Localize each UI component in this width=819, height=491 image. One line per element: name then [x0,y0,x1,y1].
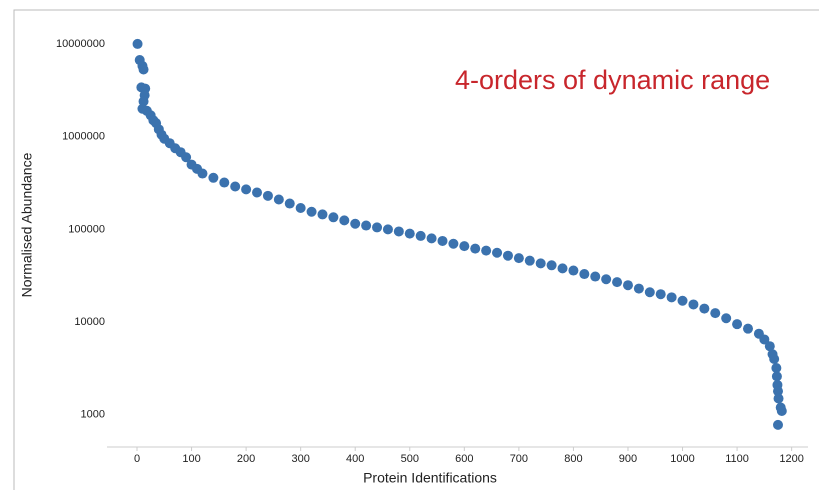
point [132,38,143,49]
point [437,235,448,246]
point [644,287,655,298]
point [590,271,601,282]
y-tick-label: 100000 [68,223,105,235]
point [655,289,666,300]
point [769,354,780,365]
point [699,303,710,314]
point [372,222,383,233]
point [557,263,568,274]
point [426,233,437,244]
x-tick-label: 1200 [779,453,803,465]
point [759,334,770,345]
point [677,295,688,306]
point [771,371,782,382]
x-tick-label: 400 [346,453,364,465]
point [181,152,192,163]
frame [13,9,819,490]
point [197,168,208,179]
point [262,190,273,201]
point [208,172,219,183]
point [568,265,579,276]
point [230,181,241,192]
point [612,277,623,288]
point [361,220,372,231]
point [317,209,328,220]
point [732,319,743,330]
point [773,393,784,404]
annotation: 4-orders of dynamic range [455,65,770,95]
point [502,250,513,261]
point [241,184,252,195]
point [273,194,284,205]
point [772,386,783,397]
x-tick-label: 200 [237,453,255,465]
point [492,247,503,258]
point [622,280,633,291]
point [252,187,263,198]
point [481,245,492,256]
y-tick-label: 10000 [74,316,105,328]
point [771,363,782,374]
point [295,203,306,214]
point [448,238,459,249]
x-tick-label: 1100 [725,453,749,465]
point [633,283,644,294]
point [666,292,677,303]
y-tick-label: 10000000 [56,38,105,50]
point [459,241,470,252]
point [219,177,230,188]
x-tick-label: 100 [182,453,200,465]
point [404,228,415,239]
x-tick-label: 300 [291,453,309,465]
point [601,274,612,285]
point [772,419,783,430]
y-tick-label: 1000000 [62,131,105,143]
point [513,253,524,264]
point [138,96,149,107]
point [524,255,535,266]
x-tick-label: 900 [619,453,637,465]
point [415,230,426,241]
x-tick-label: 1000 [670,453,694,465]
y-tick-label: 1000 [81,409,105,421]
point [688,299,699,310]
point [284,198,295,209]
point [546,260,557,271]
point [710,308,721,319]
point [306,206,317,217]
point [721,313,732,324]
x-tick-label: 0 [134,453,140,465]
point [776,406,787,417]
point [535,258,546,269]
point [339,215,350,226]
x-axis-title: Protein Identifications [363,470,497,486]
y-axis-title: Normalised Abundance [19,152,35,297]
point [138,64,149,75]
x-tick-label: 600 [455,453,473,465]
x-tick-label: 700 [510,453,528,465]
point [382,224,393,235]
x-tick-label: 500 [401,453,419,465]
point [742,323,753,334]
point [328,212,339,223]
point [350,218,361,229]
point [579,269,590,280]
point [393,226,404,237]
point [470,243,481,254]
x-tick-label: 800 [564,453,582,465]
point [764,341,775,352]
